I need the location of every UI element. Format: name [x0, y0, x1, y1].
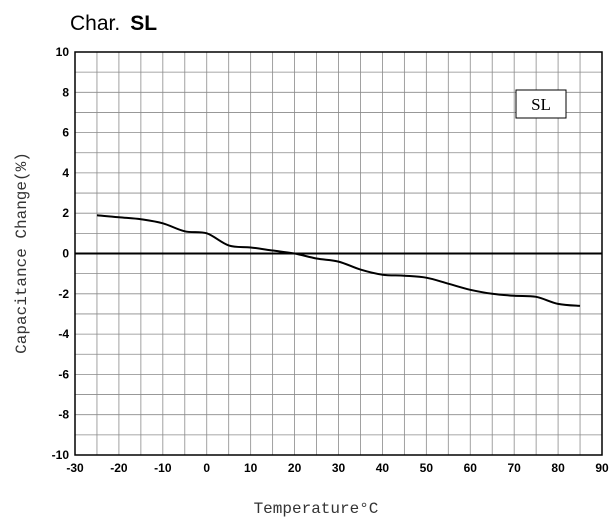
x-tick-label: 20 [288, 461, 302, 475]
legend-box [515, 89, 567, 119]
x-tick-label: 80 [551, 461, 565, 475]
x-tick-label: 40 [376, 461, 390, 475]
x-tick-label: -20 [110, 461, 128, 475]
x-tick-label: 60 [464, 461, 478, 475]
chart-title-prefix: Char. [70, 12, 120, 35]
legend-entry-sl: SL [531, 95, 551, 114]
y-tick-label: 6 [62, 126, 69, 140]
x-tick-label: 50 [420, 461, 434, 475]
series-group [96, 214, 581, 307]
x-tick-label: 30 [332, 461, 346, 475]
x-tick-label: 70 [507, 461, 521, 475]
x-tick-label: -10 [154, 461, 172, 475]
chart-title-suffix: SL [130, 12, 157, 35]
y-tick-label: -4 [58, 327, 69, 341]
x-tick-labels: -30 -20 -10 0 10 20 30 40 50 60 70 80 90 [66, 461, 609, 475]
x-axis-label: Temperature°C [254, 500, 379, 518]
x-tick-label: -30 [66, 461, 84, 475]
plot-frame [74, 51, 603, 456]
y-tick-label: 4 [62, 166, 69, 180]
y-tick-label: 8 [62, 85, 69, 99]
y-tick-label: -2 [58, 287, 69, 301]
y-tick-label: 0 [62, 247, 69, 261]
legend: SL [515, 89, 567, 119]
chart-title: Char. SL [70, 12, 157, 35]
series-line-sl [96, 214, 581, 307]
x-tick-label: 0 [203, 461, 210, 475]
y-tick-label: -8 [58, 408, 69, 422]
y-tick-label: -10 [52, 448, 70, 462]
x-tick-label: 10 [244, 461, 258, 475]
y-tick-labels: -10 -8 -6 -4 -2 0 2 4 6 8 10 [52, 45, 70, 462]
y-tick-label: -6 [58, 367, 69, 381]
y-tick-label: 2 [62, 206, 69, 220]
y-axis-label: Capacitance Change(%) [13, 152, 31, 354]
x-tick-label: 90 [595, 461, 609, 475]
y-tick-label: 10 [56, 45, 70, 59]
